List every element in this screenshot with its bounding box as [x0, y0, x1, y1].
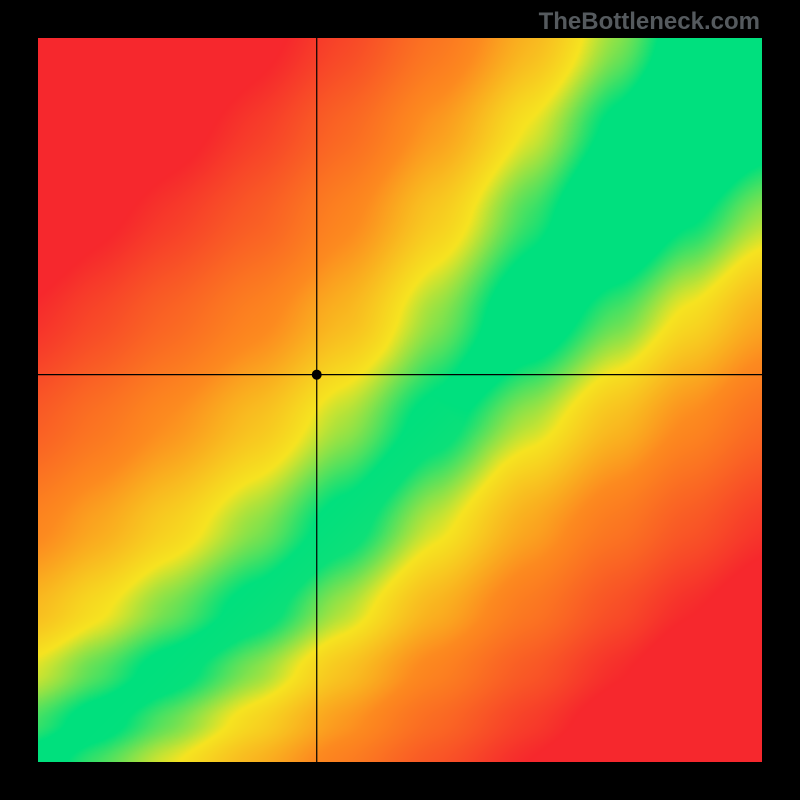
chart-container: { "watermark": { "text": "TheBottleneck.…: [0, 0, 800, 800]
bottleneck-heatmap: [38, 38, 762, 762]
watermark-text: TheBottleneck.com: [539, 8, 760, 36]
